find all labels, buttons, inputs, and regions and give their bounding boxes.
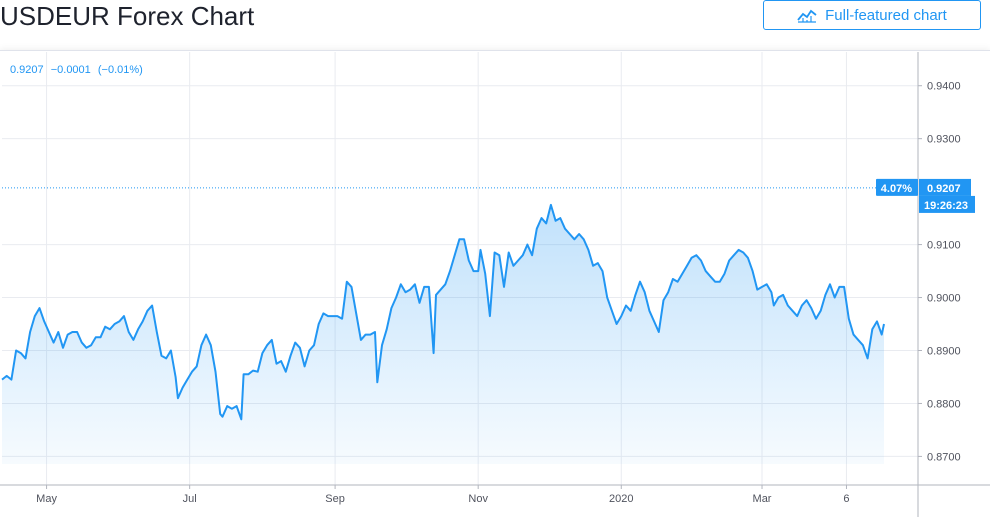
countdown-badge: [919, 195, 975, 213]
y-tick-label: 0.8800: [927, 398, 961, 410]
pct-badge-label: 4.07%: [881, 183, 912, 195]
page-title: USDEUR Forex Chart: [0, 1, 255, 31]
x-tick-label: Nov: [468, 493, 488, 505]
x-tick-label: Sep: [325, 493, 345, 505]
price-badge: [919, 178, 971, 196]
price-legend: 0.9207 −0.0001 (−0.01%): [10, 64, 147, 76]
full-featured-chart-button[interactable]: Full-featured chart: [763, 0, 981, 30]
y-tick-label: 0.9100: [927, 240, 961, 252]
legend-price: 0.9207: [10, 64, 44, 76]
x-tick-label: 6: [843, 493, 849, 505]
series-line: [1, 203, 885, 421]
legend-change: −0.0001: [50, 64, 91, 76]
series-area: [2, 204, 884, 464]
x-tick-label: Mar: [753, 493, 772, 505]
x-tick-label: May: [36, 493, 57, 505]
legend-change-pct: (−0.01%): [97, 64, 143, 76]
y-tick-label: 0.9400: [927, 81, 961, 93]
price-badge-label: 0.9207: [927, 183, 961, 195]
full-featured-chart-label: Full-featured chart: [825, 6, 947, 24]
x-tick-label: Jul: [183, 493, 197, 505]
y-tick-label: 0.9000: [927, 293, 961, 305]
pct-badge: [876, 178, 918, 196]
countdown-label: 19:26:23: [924, 200, 968, 212]
y-tick-label: 0.8700: [927, 451, 961, 463]
x-tick-label: 2020: [609, 493, 633, 505]
y-tick-label: 0.8900: [927, 345, 961, 357]
y-tick-label: 0.9300: [927, 134, 961, 146]
chart-line-icon: [797, 7, 817, 23]
